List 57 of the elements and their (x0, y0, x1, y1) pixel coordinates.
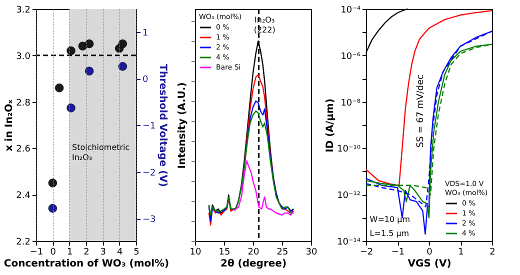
text: In₂O₃ (222) (254, 16, 276, 35)
x-axis-title: 2θ (degree) (220, 258, 287, 270)
point (84, 66, 94, 76)
y2-axis-title: Threshold Voltage (V) (156, 64, 168, 187)
y2-tick-label: 0 (142, 75, 148, 86)
x-tick-label: 1 (458, 248, 464, 258)
point (48, 178, 58, 188)
annotation: W=10 μm (370, 215, 410, 224)
x-tick-label: 4 (116, 248, 123, 258)
y-tick-label: 10⁻¹⁴ (337, 238, 361, 248)
y-axis-title: Intensity (A.U.) (177, 82, 188, 169)
y-tick-label: 10⁻¹² (337, 191, 361, 202)
line-series (365, 10, 493, 186)
x-tick-label: 2 (84, 248, 90, 258)
x-axis-title: Concentration of WO₃ (mol%) (4, 258, 170, 270)
y-tick-label: 2.2 (16, 238, 30, 248)
x-tick-label: 2 (490, 248, 496, 258)
x-tick-label: −2 (360, 248, 374, 258)
x-tick-label: 25 (276, 248, 288, 258)
x-tick-label: 20 (248, 248, 260, 258)
y-tick-label: 10⁻⁸ (340, 98, 361, 108)
y-tick-label: 2.6 (16, 144, 31, 155)
y-tick-label: 10⁻¹⁰ (337, 144, 361, 155)
y2-tick-label: −2 (142, 168, 156, 178)
x-tick-label: 1 (66, 248, 73, 258)
point (118, 39, 128, 48)
y-tick-label: 10⁻⁶ (340, 52, 361, 62)
x-tick-label: 5 (134, 248, 140, 258)
x-tick-label: 15 (218, 248, 230, 258)
point (48, 204, 58, 213)
annotation: SS = 67 mV/dec (416, 74, 426, 148)
x-axis-title: VGS (V) (408, 258, 452, 270)
y-tick-label: 3.0 (16, 52, 31, 62)
point (118, 62, 128, 71)
y-tick-label: 10⁻⁴ (340, 6, 361, 16)
y-axis-title: ID (A/μm) (325, 98, 336, 152)
point (84, 39, 94, 48)
x-tick-label: 3 (100, 248, 106, 258)
y-tick-label: 3.2 (16, 6, 30, 16)
x-tick-label: 0 (426, 248, 433, 258)
x-tick-label: −1 (391, 248, 405, 258)
y-tick-label: 2.8 (16, 98, 31, 108)
y2-tick-label: 1 (142, 28, 148, 38)
y-axis-title: x in In₂Oₓ (4, 98, 16, 152)
annotation: Stoichiometric In₂O₃ (72, 143, 130, 162)
x-tick-label: 0 (50, 248, 56, 258)
y2-tick-label: −1 (142, 122, 156, 132)
x-tick-label: 30 (306, 248, 318, 258)
point (54, 84, 64, 92)
x-tick-label: 10 (190, 248, 202, 258)
x-tick-label: −1 (30, 248, 44, 258)
y2-tick-label: −3 (142, 215, 156, 226)
point (66, 46, 76, 56)
point (78, 42, 88, 50)
annotation: L=1.5 μm (370, 229, 410, 238)
point (66, 104, 76, 112)
y-tick-label: 2.4 (16, 191, 31, 202)
